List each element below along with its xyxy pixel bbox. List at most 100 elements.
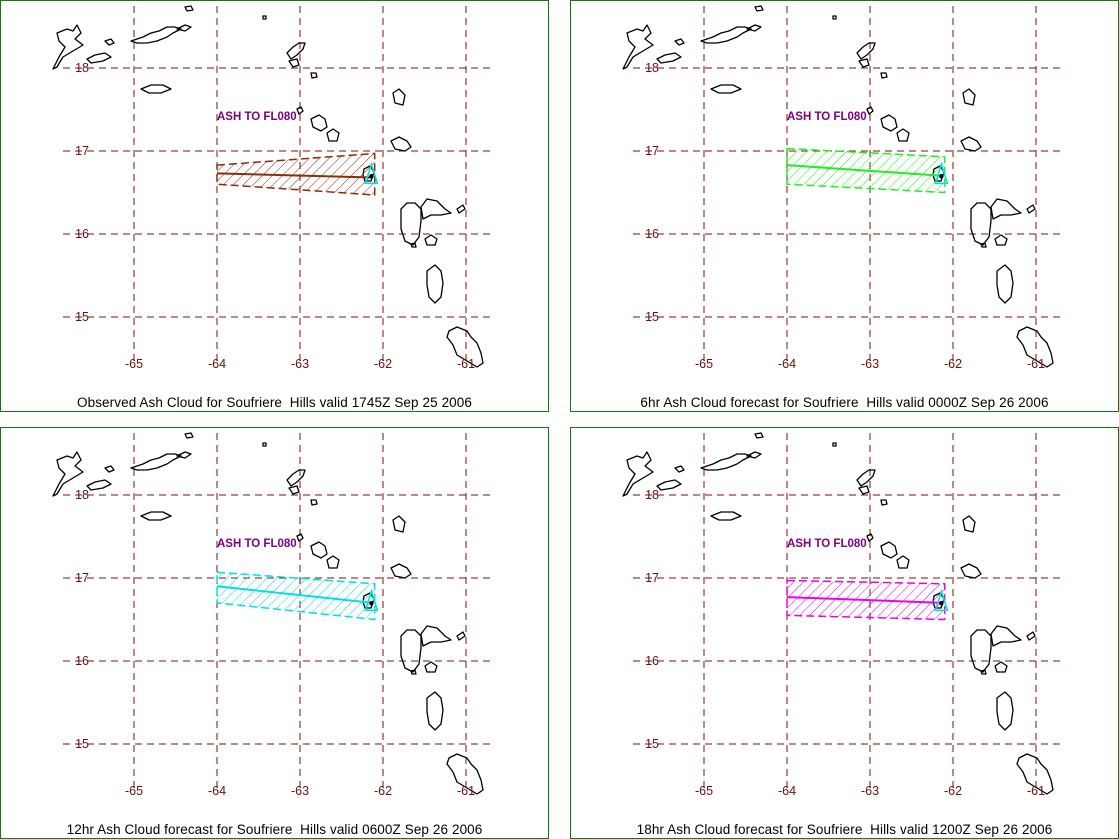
coastline-nevis [326, 128, 340, 142]
volcano-vent-icon [369, 174, 374, 179]
ash-height-label: ASH TO FL080 [787, 111, 867, 123]
ash-map-panel-observed: ASH TO FL080 -65 -64 -63 -62 -61 18 17 16 15 Obse… [0, 0, 549, 412]
coastline-barbuda [856, 469, 876, 487]
coastline-st-croix [140, 511, 172, 521]
lon-tick-label: -64 [778, 784, 796, 798]
coastline-virgin-islands [622, 451, 654, 497]
coastline-martinique [1016, 326, 1054, 368]
coastline-barbuda [856, 42, 876, 60]
volcano-vent-icon [939, 601, 944, 606]
coastline-martinique [446, 326, 484, 368]
ash-map-panel-18hr: ASH TO FL080 -65 -64 -63 -62 -61 18 17 16 15 18hr… [570, 427, 1119, 839]
lat-tick-label: 16 [645, 227, 659, 241]
ash-map-18hr: ASH TO FL080 -65 -64 -63 -62 -61 18 17 16 15 [622, 432, 1061, 798]
ash-cloud-polygon [216, 571, 376, 621]
coastline-st-croix [140, 84, 172, 94]
lat-tick-label: 15 [645, 310, 659, 324]
coastline-dominica [426, 691, 444, 731]
coastline-st-kitts [880, 541, 898, 559]
ash-map-12hr: ASH TO FL080 -65 -64 -63 -62 -61 18 17 16 15 [52, 432, 491, 798]
lat-tick-label: 16 [75, 654, 89, 668]
ash-height-label: ASH TO FL080 [217, 538, 297, 550]
coastline-guadeloupe-basse-terre [970, 629, 992, 673]
lon-tick-label: -63 [291, 357, 309, 371]
panel-caption: Observed Ash Cloud for Soufriere Hills v… [76, 395, 473, 410]
panel-caption: 12hr Ash Cloud forecast for Soufriere Hi… [66, 822, 483, 837]
lat-tick-label: 18 [75, 488, 89, 502]
ash-map-panel-12hr: ASH TO FL080 -65 -64 -63 -62 -61 18 17 16 15 12hr… [0, 427, 549, 839]
coastline-tortola [656, 479, 682, 491]
lon-tick-label: -64 [208, 784, 226, 798]
coastline-nevis [896, 128, 910, 142]
coastline-les-saintes [980, 242, 987, 248]
coastline-la-desirade [456, 204, 466, 214]
lon-tick-label: -63 [291, 784, 309, 798]
coastline-jost-van-dyke [674, 38, 685, 46]
lon-tick-label: -61 [1027, 784, 1045, 798]
lat-tick-label: 16 [645, 654, 659, 668]
coastline-st-kitts [880, 114, 898, 132]
coastline-martinique [1016, 753, 1054, 795]
coastline-redonda [310, 72, 318, 79]
coastline-virgin-islands [622, 24, 654, 70]
lat-tick-label: 15 [75, 310, 89, 324]
ash-height-label: ASH TO FL080 [217, 111, 297, 123]
coastline-les-saintes [410, 242, 417, 248]
coastline-guadeloupe-grande-terre [990, 625, 1022, 647]
coastline-anguilla-chain [700, 26, 752, 44]
coastline-guadeloupe-grande-terre [420, 198, 452, 220]
coastline-barbuda-east [962, 88, 976, 106]
volcano-vent-icon [939, 174, 944, 179]
lon-tick-label: -61 [1027, 357, 1045, 371]
ash-cloud-polygon [216, 152, 376, 196]
coastline-saba-area [858, 58, 870, 68]
coastline-les-saintes [980, 669, 987, 675]
coastline-la-desirade [456, 631, 466, 641]
coastline-tortola [86, 52, 112, 64]
coastline-sombrero [754, 5, 764, 12]
ash-cloud-axis [216, 172, 374, 179]
coastline-saba-area [288, 58, 300, 68]
ash-map-panel-6hr: ASH TO FL080 -65 -64 -63 -62 -61 18 17 16 15 6hr … [570, 0, 1119, 412]
coastline-isle-dot [262, 442, 267, 447]
coastline-barbuda [286, 42, 306, 60]
coastline-tortola [86, 479, 112, 491]
lon-tick-label: -62 [374, 784, 392, 798]
panel-caption: 18hr Ash Cloud forecast for Soufriere Hi… [636, 822, 1053, 837]
lon-tick-label: -63 [861, 784, 879, 798]
coastline-anguilla-chain [700, 453, 752, 471]
coastline-jost-van-dyke [674, 465, 685, 473]
lat-tick-label: 15 [75, 737, 89, 751]
coastline-anguilla-east [176, 24, 192, 32]
lat-tick-label: 15 [645, 737, 659, 751]
coastline-nevis [326, 555, 340, 569]
lat-tick-label: 17 [75, 571, 89, 585]
coastline-sombrero [754, 432, 764, 439]
coastline-dominica [996, 264, 1014, 304]
coastline-antigua [390, 563, 412, 579]
lon-tick-label: -63 [861, 357, 879, 371]
coastline-anguilla-east [746, 451, 762, 459]
volcano-marker-icon [934, 161, 949, 184]
coastline-dominica [426, 264, 444, 304]
coastline-sombrero [184, 5, 194, 12]
coastline-les-saintes [410, 669, 417, 675]
coastline-saba-area [288, 485, 300, 495]
lat-tick-label: 17 [75, 144, 89, 158]
ash-map-observed: ASH TO FL080 -65 -64 -63 -62 -61 18 17 16 15 [52, 5, 491, 371]
lon-tick-label: -61 [457, 357, 475, 371]
coastline-marie-galante [994, 234, 1008, 246]
volcano-marker-icon [364, 161, 379, 184]
coastline-antigua [960, 136, 982, 152]
coastline-st-croix [710, 84, 742, 94]
coastline-guadeloupe-grande-terre [990, 198, 1022, 220]
coastline-barbuda [286, 469, 306, 487]
coastline-nevis [896, 555, 910, 569]
coastline-nevis-north [296, 533, 304, 542]
lon-tick-label: -65 [125, 357, 143, 371]
coastline-jost-van-dyke [104, 465, 115, 473]
coastline-virgin-islands [52, 24, 84, 70]
lon-tick-label: -64 [208, 357, 226, 371]
coastline-dominica [996, 691, 1014, 731]
lon-tick-label: -64 [778, 357, 796, 371]
